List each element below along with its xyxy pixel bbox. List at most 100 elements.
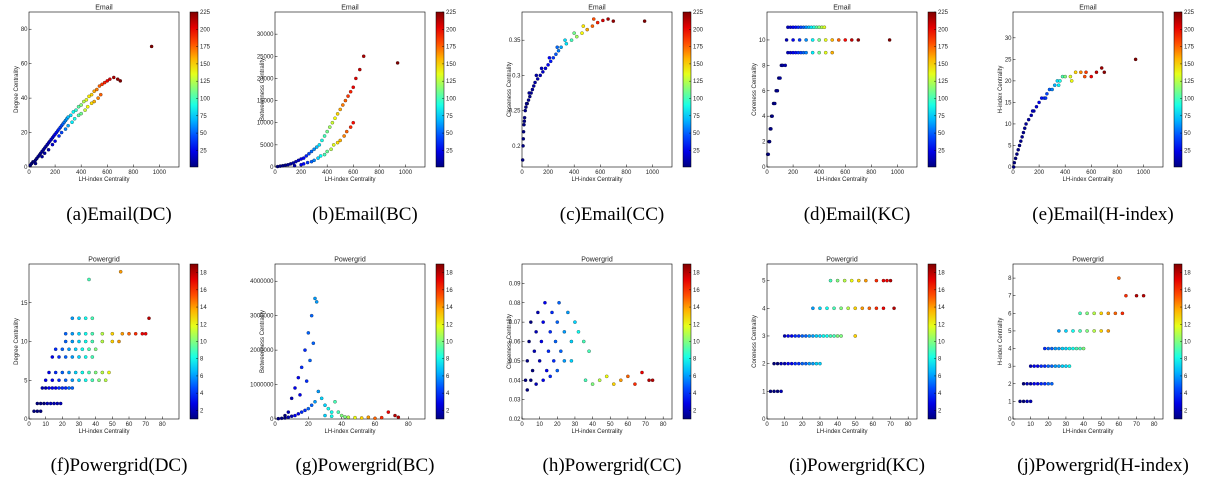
scatter-point xyxy=(45,401,50,406)
scatter-point xyxy=(782,334,787,338)
chart-title: Email xyxy=(341,5,359,12)
scatter-point xyxy=(100,370,105,375)
scatter-point xyxy=(1083,74,1087,79)
scatter-point xyxy=(538,73,542,78)
x-tick-label: 40 xyxy=(834,422,841,428)
scatter-point xyxy=(1120,311,1125,316)
scatter-point xyxy=(296,412,301,416)
scatter-point xyxy=(782,361,787,366)
colorbar-tick-label: 12 xyxy=(1184,322,1191,328)
scatter-point xyxy=(766,152,771,157)
scatter-point xyxy=(149,44,154,49)
scatter-point xyxy=(830,38,834,42)
colorbar-tick-label: 14 xyxy=(938,305,945,311)
scatter-point xyxy=(1057,329,1061,333)
colorbar-tick-label: 150 xyxy=(200,62,211,68)
colorbar-tick-label: 25 xyxy=(200,148,207,154)
scatter-point xyxy=(1034,104,1039,109)
scatter-point xyxy=(534,73,539,78)
scatter-point xyxy=(522,115,527,120)
y-axis-label: Coreness Centrality xyxy=(752,315,758,368)
scatter-point xyxy=(293,386,297,390)
colorbar-tick-label: 50 xyxy=(1184,131,1191,137)
x-tick-label: 50 xyxy=(1098,422,1105,428)
scatter-point xyxy=(874,306,879,311)
scatter-point xyxy=(817,38,821,42)
scatter-point xyxy=(333,116,337,121)
scatter-point xyxy=(1106,311,1111,316)
scatter-point xyxy=(546,349,551,353)
scatter-point xyxy=(115,77,120,81)
scatter-point xyxy=(575,34,579,39)
scatter-point xyxy=(299,365,304,370)
scatter-point xyxy=(885,278,889,283)
colorbar-tick-label: 25 xyxy=(1184,148,1191,154)
scatter-point xyxy=(46,148,51,152)
y-tick-label: 0.02 xyxy=(509,417,521,423)
y-axis-label: Degree Centrality xyxy=(14,66,20,113)
scatter-point xyxy=(1028,364,1033,368)
scatter-point xyxy=(147,316,151,320)
scatter-point xyxy=(351,85,355,90)
scatter-point xyxy=(793,334,797,338)
scatter-point xyxy=(66,123,70,128)
scatter-point xyxy=(539,66,544,71)
scatter-point xyxy=(58,401,63,406)
scatter-point xyxy=(1020,135,1024,139)
scatter-point xyxy=(70,316,75,320)
colorbar-tick-label: 175 xyxy=(693,45,704,51)
scatter-point xyxy=(301,156,306,160)
scatter-point xyxy=(1069,79,1074,83)
scatter-point xyxy=(303,408,307,413)
scatter-point xyxy=(811,361,815,366)
colorbar-tick-label: 175 xyxy=(200,45,211,51)
y-tick-label: 15 xyxy=(21,301,28,307)
scatter-point xyxy=(353,415,357,420)
x-tick-label: 800 xyxy=(1112,170,1123,176)
scatter-point xyxy=(67,370,71,375)
scatter-point xyxy=(1028,399,1033,404)
scatter-point xyxy=(57,355,61,359)
scatter-point xyxy=(528,94,532,99)
scatter-point xyxy=(835,334,840,338)
y-tick-label: 10 xyxy=(759,38,766,44)
scatter-point xyxy=(1071,346,1075,351)
y-tick-label: 0.07 xyxy=(509,320,521,326)
scatter-point xyxy=(1039,382,1043,386)
scatter-point xyxy=(779,361,783,366)
scatter-point xyxy=(569,38,574,42)
colorbar-tick-label: 200 xyxy=(938,27,949,33)
scatter-point xyxy=(524,101,529,106)
scatter-point xyxy=(850,38,854,42)
x-tick-label: 20 xyxy=(305,422,312,428)
scatter-point xyxy=(804,50,808,55)
scatter-point xyxy=(769,127,773,131)
scatter-point xyxy=(89,92,94,97)
x-tick-label: 10 xyxy=(536,422,543,428)
scatter-point xyxy=(299,410,304,414)
colorbar-tick-label: 2 xyxy=(446,408,450,414)
colorbar-tick-label: 2 xyxy=(693,408,697,414)
x-tick-label: 30 xyxy=(76,422,83,428)
scatter-point xyxy=(283,413,287,418)
x-tick-label: 40 xyxy=(338,422,345,428)
scatter-point xyxy=(320,138,324,143)
scatter-point xyxy=(1117,276,1121,280)
scatter-point xyxy=(1078,346,1082,351)
scatter-point xyxy=(366,415,371,420)
scatter-point xyxy=(786,334,790,338)
scatter-point xyxy=(772,361,776,366)
scatter-point xyxy=(1068,74,1073,79)
scatter-point xyxy=(110,332,115,336)
colorbar-tick-label: 150 xyxy=(446,62,457,68)
colorbar-tick-label: 8 xyxy=(200,357,204,363)
scatter-point xyxy=(92,99,96,104)
chart-svg: Powergrid 0 20 40 60 80 0 1000000 2000000 3000000… xyxy=(250,257,453,436)
x-tick-label: 200 xyxy=(1034,170,1045,176)
scatter-point xyxy=(286,410,291,414)
plot-area xyxy=(274,11,426,168)
scatter-point xyxy=(1016,148,1020,152)
scatter-point xyxy=(1021,130,1026,135)
